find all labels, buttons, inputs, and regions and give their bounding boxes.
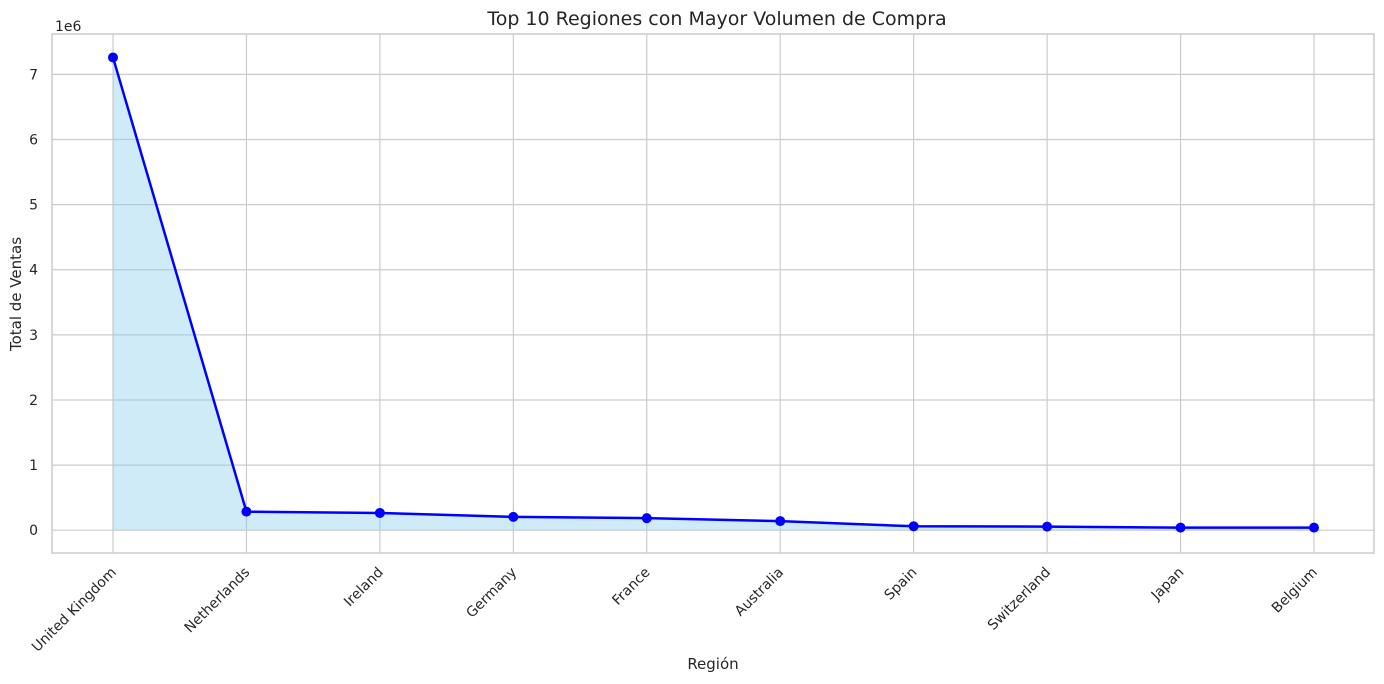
- y-axis-label: Total de Ventas: [7, 237, 25, 352]
- y-tick-label: 4: [29, 263, 38, 279]
- x-tick-label: Germany: [463, 565, 520, 622]
- x-tick-label: Australia: [732, 565, 787, 620]
- grid-layer: [52, 34, 1374, 553]
- y-tick-label: 2: [29, 393, 38, 409]
- area-fill: [113, 57, 1314, 531]
- point-layer: [108, 52, 1319, 533]
- data-point: [908, 521, 919, 532]
- x-tick-label: Ireland: [341, 565, 387, 611]
- x-tick-label: France: [609, 565, 653, 609]
- y-tick-label: 7: [29, 67, 38, 83]
- x-tick-label: United Kingdom: [29, 565, 120, 656]
- series-line: [111, 57, 1314, 529]
- y-tick-label: 5: [29, 198, 38, 214]
- area-layer: [113, 57, 1314, 531]
- data-point: [1309, 522, 1319, 533]
- y-tick-label: 3: [29, 328, 38, 344]
- x-tick-label: Netherlands: [182, 565, 254, 637]
- data-point: [1175, 522, 1186, 533]
- chart-title: Top 10 Regiones con Mayor Volumen de Com…: [486, 8, 946, 30]
- x-axis-label: Región: [687, 655, 738, 673]
- data-point: [775, 516, 786, 527]
- x-tick-label: Belgium: [1269, 565, 1321, 617]
- y-tick-label: 6: [29, 132, 38, 148]
- y-tick-labels: 0 1 2 3 4 5 6 7: [29, 67, 38, 539]
- plot-frame: [51, 33, 1375, 554]
- x-tick-labels: United Kingdom Netherlands Ireland Germany F…: [29, 565, 1321, 656]
- data-point: [508, 511, 519, 522]
- line-layer: [111, 57, 1314, 529]
- x-tick-label: Spain: [882, 565, 921, 604]
- y-tick-label: 0: [29, 523, 38, 539]
- data-point: [641, 513, 652, 524]
- y-offset-label: 1e6: [55, 19, 82, 35]
- data-point: [1042, 521, 1053, 532]
- x-tick-label: Japan: [1148, 565, 1188, 605]
- data-point: [108, 52, 118, 63]
- data-point: [241, 506, 252, 517]
- data-point: [374, 507, 385, 518]
- x-tick-label: Switzerland: [985, 565, 1054, 634]
- y-tick-label: 1: [29, 458, 38, 474]
